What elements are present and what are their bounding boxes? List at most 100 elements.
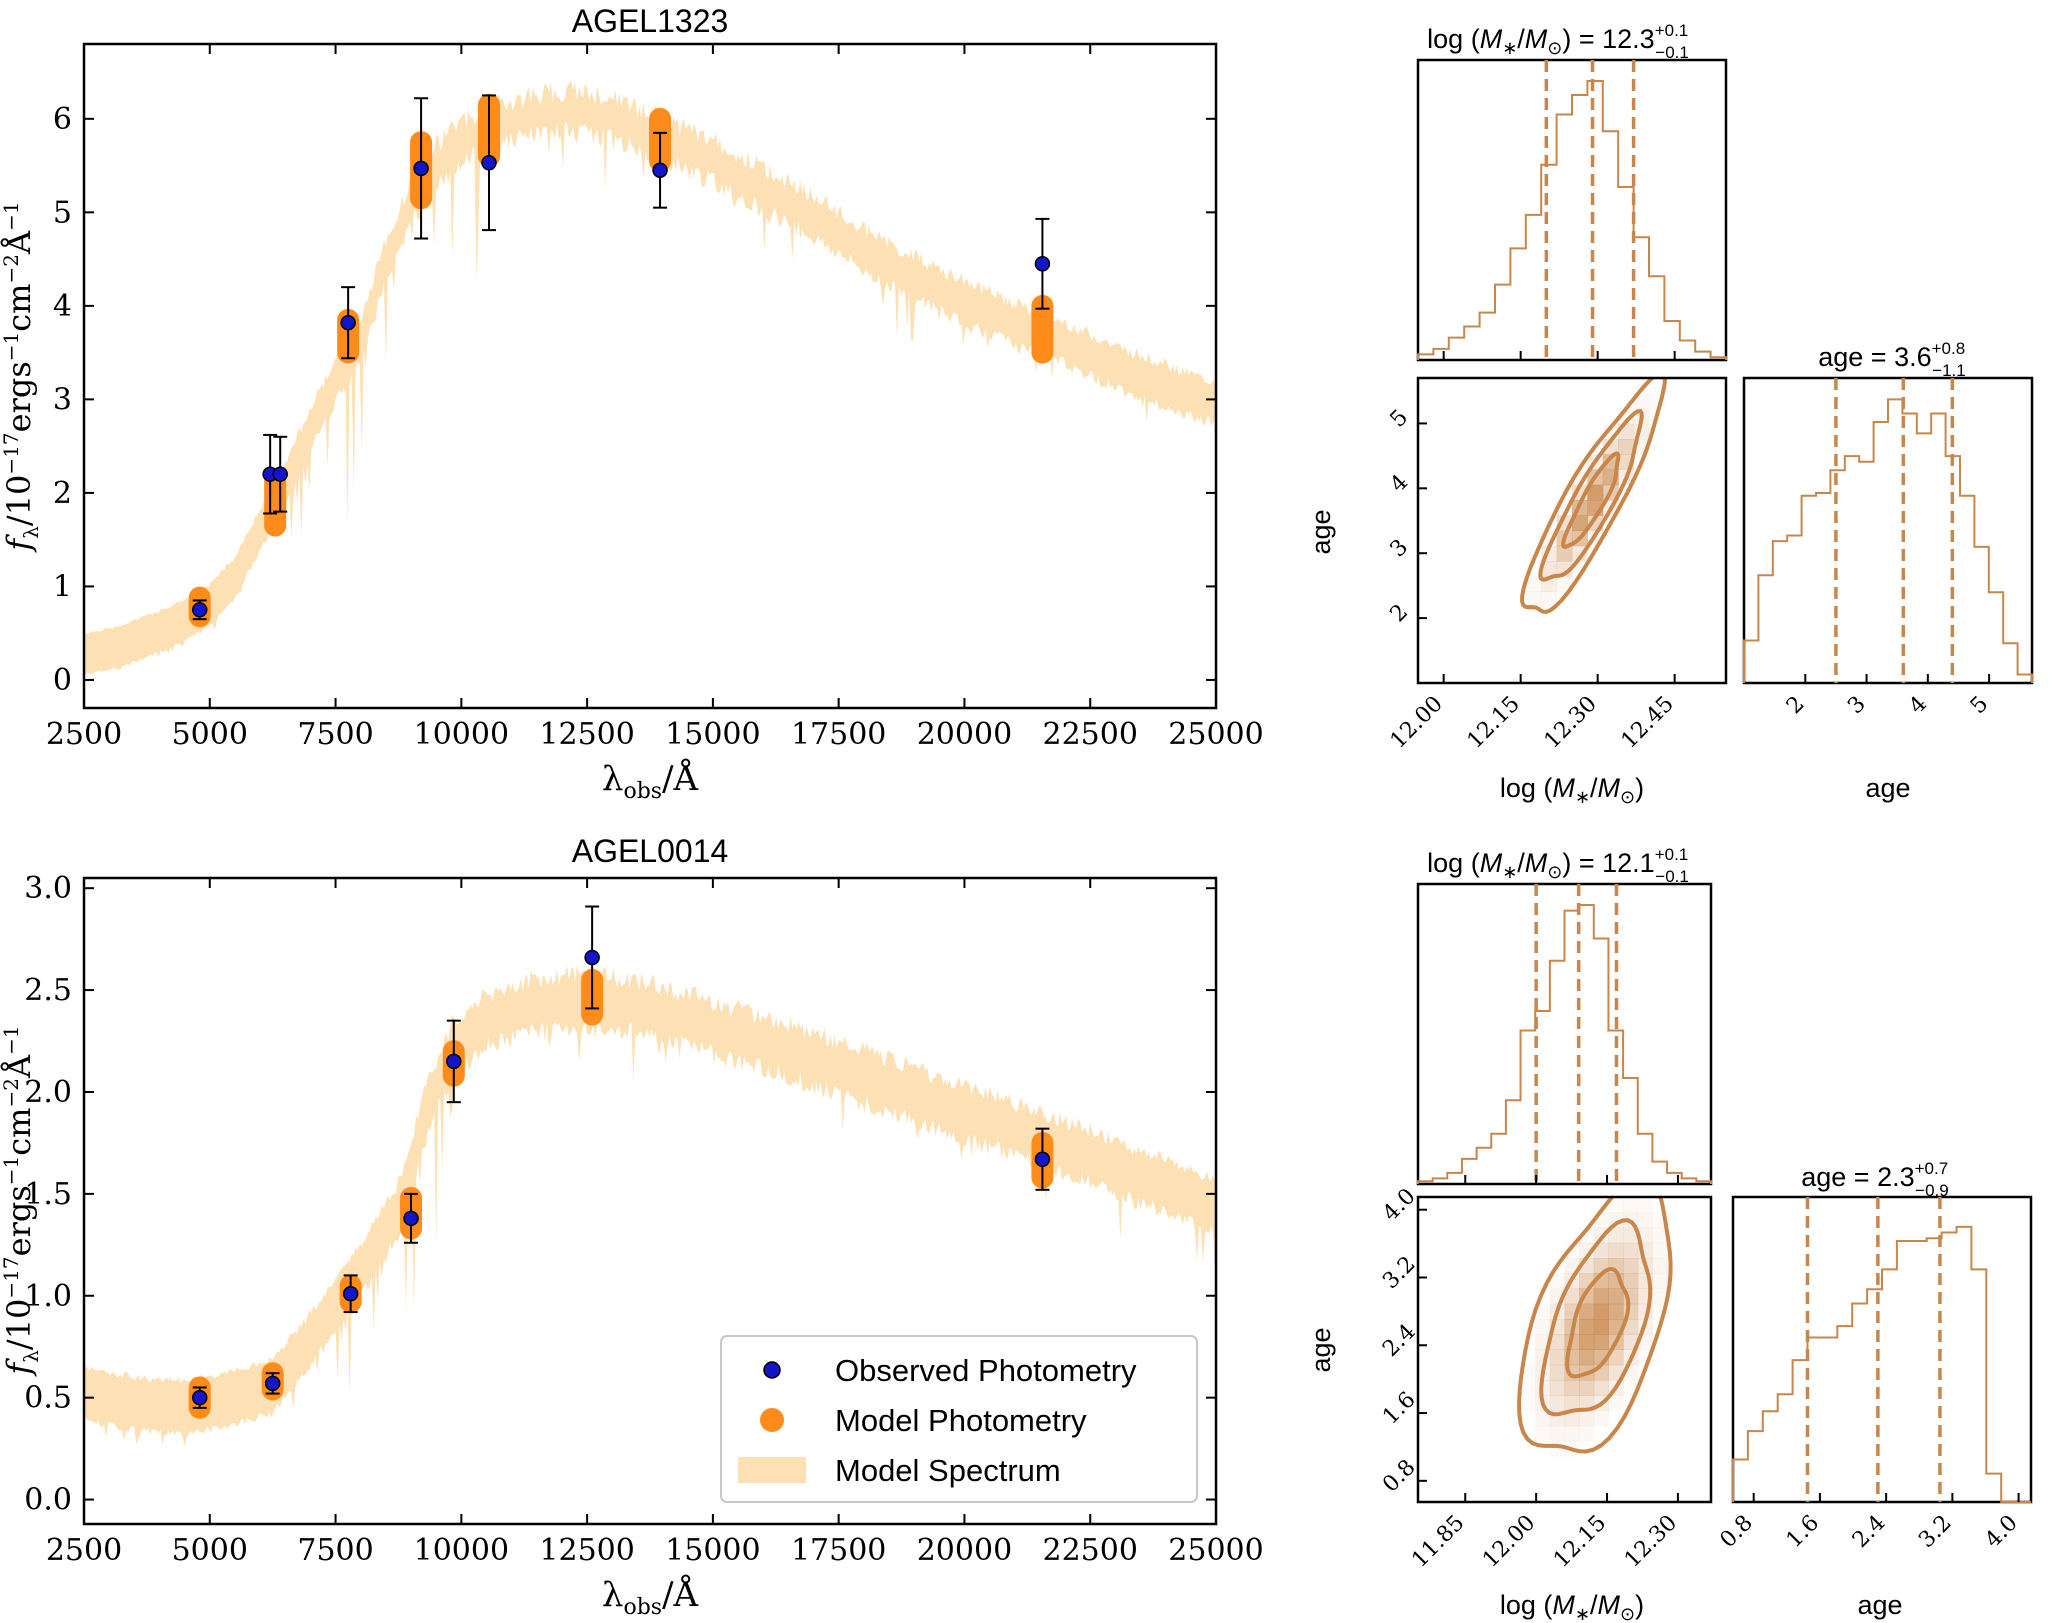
sed1-ytick-label-3: 3 bbox=[53, 382, 72, 417]
corner1-age-histogram bbox=[1743, 378, 2033, 683]
c1-age-ytick-label-3: 5 bbox=[1386, 405, 1414, 433]
c2-density-cell bbox=[1652, 1227, 1668, 1244]
c1-age-hist-steps bbox=[1743, 398, 2033, 683]
sed2-ytick-label-1: 0.5 bbox=[24, 1381, 72, 1416]
c2-mass-tick-label-3: 12.30 bbox=[1620, 1511, 1682, 1573]
corner2-mass-histogram bbox=[1417, 884, 1712, 1184]
c1-age-ytick-label-2: 4 bbox=[1386, 470, 1414, 498]
c2-density-cell bbox=[1637, 1197, 1653, 1213]
c2-density-cell bbox=[1579, 1319, 1595, 1335]
sed2-xtick-label-2: 7500 bbox=[297, 1533, 373, 1568]
sed2-observed-point-3 bbox=[403, 1210, 419, 1227]
sed2-xtick-label-5: 15000 bbox=[665, 1533, 760, 1568]
sed2-legend: Observed Photometry Model Photometry Mod… bbox=[720, 1335, 1198, 1503]
c1-density-cell bbox=[1618, 439, 1635, 455]
c1-contour-2 bbox=[1538, 409, 1644, 582]
corner1-2d-density bbox=[1525, 393, 1650, 608]
c2-density-cell bbox=[1564, 1425, 1580, 1442]
sed2-ytick-label-3: 1.5 bbox=[24, 1177, 72, 1212]
c2-density-cell bbox=[1521, 1395, 1536, 1411]
c2-density-cell bbox=[1652, 1242, 1668, 1259]
sed1-xtick-label-1: 5000 bbox=[172, 717, 248, 752]
sed2-ytick-label-0: 0.0 bbox=[24, 1483, 72, 1518]
sed1-ytick-label-4: 4 bbox=[53, 289, 72, 324]
sed2-xtick-label-3: 10000 bbox=[414, 1533, 509, 1568]
corner2-mass-title: log (M∗/M⊙) = 12.1+0.1 −0.1 bbox=[1427, 845, 1689, 886]
c2-mass-tick-label-0: 11.85 bbox=[1407, 1511, 1469, 1573]
c2-contour-3 bbox=[1517, 1197, 1673, 1454]
c2-density-cell bbox=[1593, 1303, 1609, 1320]
c2-density-cell bbox=[1623, 1258, 1639, 1274]
corner2-contours bbox=[1517, 1197, 1673, 1454]
corner1-mass-hist-frame bbox=[1416, 58, 1728, 362]
c1-mass-tick-label-2: 12.30 bbox=[1540, 692, 1602, 754]
c2-density-cell bbox=[1549, 1273, 1565, 1289]
c2-age-ytick-label-2: 2.4 bbox=[1378, 1319, 1420, 1361]
sed2-xtick-label-9: 25000 bbox=[1168, 1533, 1263, 1568]
c2-age-ytick-label-4: 4.0 bbox=[1378, 1184, 1420, 1226]
sed1-model-spectrum-band bbox=[84, 80, 1215, 675]
sed2-y-ticks: 0.0 0.5 1.0 1.5 2.0 2.5 3.0 bbox=[24, 871, 1216, 1518]
c1-mass-tick-label-1: 12.15 bbox=[1463, 692, 1525, 754]
c2-density-cell bbox=[1637, 1212, 1653, 1228]
c1-density-cell bbox=[1602, 454, 1619, 470]
c1-age-ytick-label-0: 2 bbox=[1386, 600, 1414, 628]
legend-model-label: Model Photometry bbox=[835, 1403, 1087, 1438]
sed1-xtick-label-7: 20000 bbox=[917, 717, 1012, 752]
c2-density-cell bbox=[1652, 1288, 1668, 1305]
c2-age-xtick-label-2: 2.4 bbox=[1848, 1511, 1890, 1553]
c2-density-cell bbox=[1608, 1242, 1624, 1259]
sed1-xtick-label-2: 7500 bbox=[297, 717, 373, 752]
c1-mass-tick-label-0: 12.00 bbox=[1386, 692, 1448, 754]
sed1-ytick-label-1: 1 bbox=[53, 569, 72, 604]
c2-density-cell bbox=[1623, 1197, 1639, 1213]
sed2-xtick-label-0: 2500 bbox=[46, 1533, 122, 1568]
c1-age-xtick-label-2: 4 bbox=[1904, 692, 1932, 720]
c2-density-cell bbox=[1549, 1349, 1565, 1366]
c2-density-cell bbox=[1593, 1242, 1609, 1259]
c2-density-cell bbox=[1579, 1303, 1595, 1320]
c2-age-ytick-label-3: 3.2 bbox=[1378, 1252, 1420, 1294]
legend-model-marker bbox=[760, 1408, 784, 1432]
c2-density-cell bbox=[1608, 1227, 1624, 1244]
sed2-y-axis-label: fλ/10−17ergs−1cm−2Å−1 bbox=[0, 1025, 43, 1376]
corner1-mass-title: log (M∗/M⊙) = 12.3+0.1 −0.1 bbox=[1427, 21, 1689, 62]
c2-density-cell bbox=[1623, 1227, 1639, 1244]
sed2-ytick-label-2: 1.0 bbox=[24, 1279, 72, 1314]
c2-density-cell bbox=[1579, 1410, 1595, 1427]
c2-density-cell bbox=[1652, 1273, 1668, 1289]
c2-age-hist-steps bbox=[1732, 1225, 2031, 1503]
sed2-model-spectrum-band bbox=[84, 965, 1215, 1447]
legend-spectrum-swatch bbox=[738, 1457, 806, 1483]
c2-density-cell bbox=[1608, 1364, 1624, 1381]
c1-density-cell bbox=[1525, 576, 1542, 592]
corner2-age-x-label: age bbox=[1857, 1590, 1902, 1620]
sed1-xtick-label-9: 25000 bbox=[1168, 717, 1263, 752]
c2-density-cell bbox=[1652, 1258, 1668, 1274]
c2-density-cell bbox=[1579, 1380, 1595, 1396]
sed1-axes-frame bbox=[82, 42, 1218, 710]
legend-spectrum-label: Model Spectrum bbox=[835, 1453, 1061, 1488]
c2-density-cell bbox=[1608, 1349, 1624, 1366]
c2-density-cell bbox=[1579, 1425, 1595, 1442]
c2-density-cell bbox=[1521, 1380, 1536, 1396]
corner2-mass-hist-frame bbox=[1416, 882, 1713, 1186]
sed2-xtick-label-6: 17500 bbox=[791, 1533, 886, 1568]
c1-age-xtick-label-0: 2 bbox=[1782, 692, 1810, 720]
sed2-ytick-label-5: 2.5 bbox=[24, 973, 72, 1008]
sed1-observed-point-7 bbox=[1034, 256, 1051, 272]
c1-contour-1 bbox=[1561, 451, 1621, 549]
c2-density-cell bbox=[1549, 1334, 1565, 1350]
c2-age-ytick-label-1: 1.6 bbox=[1378, 1387, 1420, 1429]
c1-mass-tick-label-3: 12.45 bbox=[1617, 692, 1679, 754]
sed1-observed-point-6 bbox=[652, 162, 668, 179]
sed1-title: AGEL1323 bbox=[572, 3, 729, 39]
c2-density-cell bbox=[1579, 1334, 1595, 1350]
corner2-age-histogram bbox=[1732, 1197, 2031, 1503]
c2-density-cell bbox=[1608, 1303, 1624, 1320]
c1-density-cell bbox=[1556, 545, 1573, 562]
c2-age-xtick-label-4: 4.0 bbox=[1980, 1511, 2022, 1553]
sed1-xtick-label-5: 15000 bbox=[665, 717, 760, 752]
legend-observed-marker bbox=[763, 1361, 781, 1379]
